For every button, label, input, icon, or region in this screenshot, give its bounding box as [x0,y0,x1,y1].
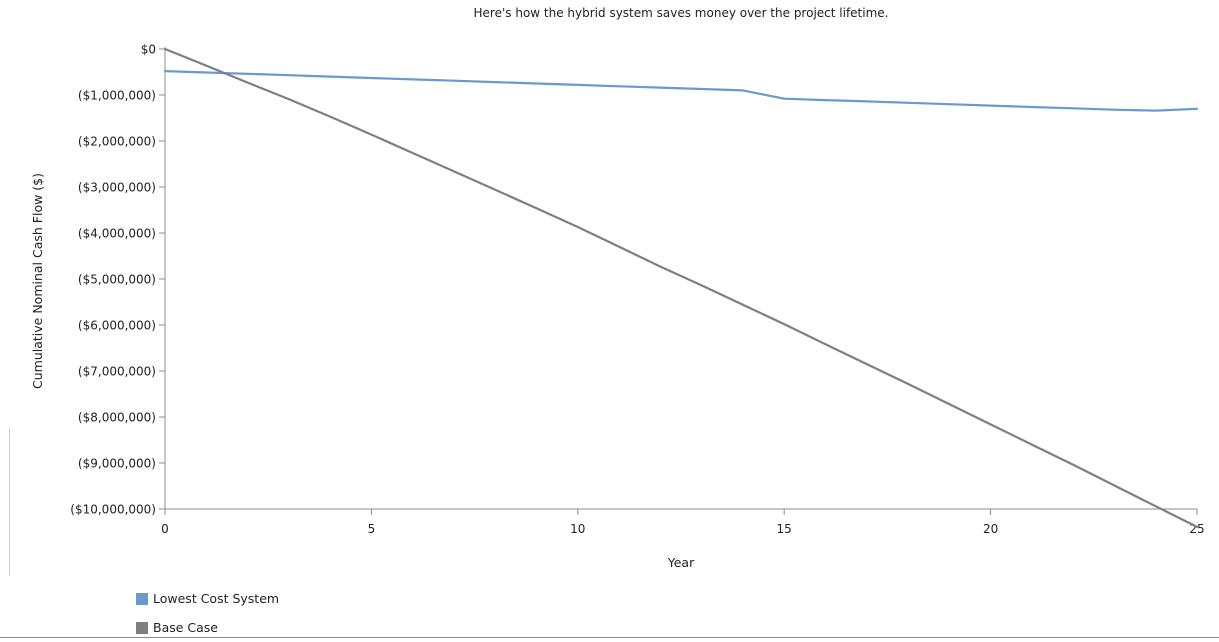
y-tick-label: ($4,000,000) [78,227,156,241]
x-axis: 0 5 10 15 20 25 [161,508,1205,536]
legend-swatch [136,592,148,605]
x-tick-label: 0 [161,522,169,536]
y-axis: $0 ($1,000,000) ($2,000,000) ($3,000,000) ($… [70,43,166,517]
chart-legend: Lowest Cost System Base Case [136,584,279,642]
series-line-base-case [163,47,1199,529]
bottom-divider [0,637,1219,638]
x-tick-label: 20 [983,522,998,536]
left-edge-line [9,428,10,576]
y-tick-label: $0 [141,43,156,57]
x-axis-title: Year [667,555,695,570]
y-tick-label: ($6,000,000) [78,319,156,333]
series-line-lowest-cost-system [163,69,1199,112]
legend-item: Lowest Cost System [136,584,279,613]
y-tick-label: ($8,000,000) [78,411,156,425]
x-tick-label: 15 [777,522,792,536]
legend-label: Lowest Cost System [153,591,280,606]
x-tick-label: 5 [368,522,376,536]
y-axis-title: Cumulative Nominal Cash Flow ($) [30,173,45,389]
series-layer [163,47,1199,529]
legend-label: Base Case [153,620,219,635]
chart-title: Here's how the hybrid system saves money… [474,6,889,20]
x-tick-label: 10 [570,522,585,536]
y-tick-label: ($10,000,000) [70,503,156,517]
y-tick-label: ($3,000,000) [78,181,156,195]
y-tick-label: ($2,000,000) [78,135,156,149]
y-tick-label: ($5,000,000) [78,273,156,287]
legend-swatch [136,621,148,634]
legend-item: Base Case [136,613,279,642]
y-tick-label: ($1,000,000) [78,89,156,103]
y-tick-label: ($9,000,000) [78,457,156,471]
y-tick-label: ($7,000,000) [78,365,156,379]
